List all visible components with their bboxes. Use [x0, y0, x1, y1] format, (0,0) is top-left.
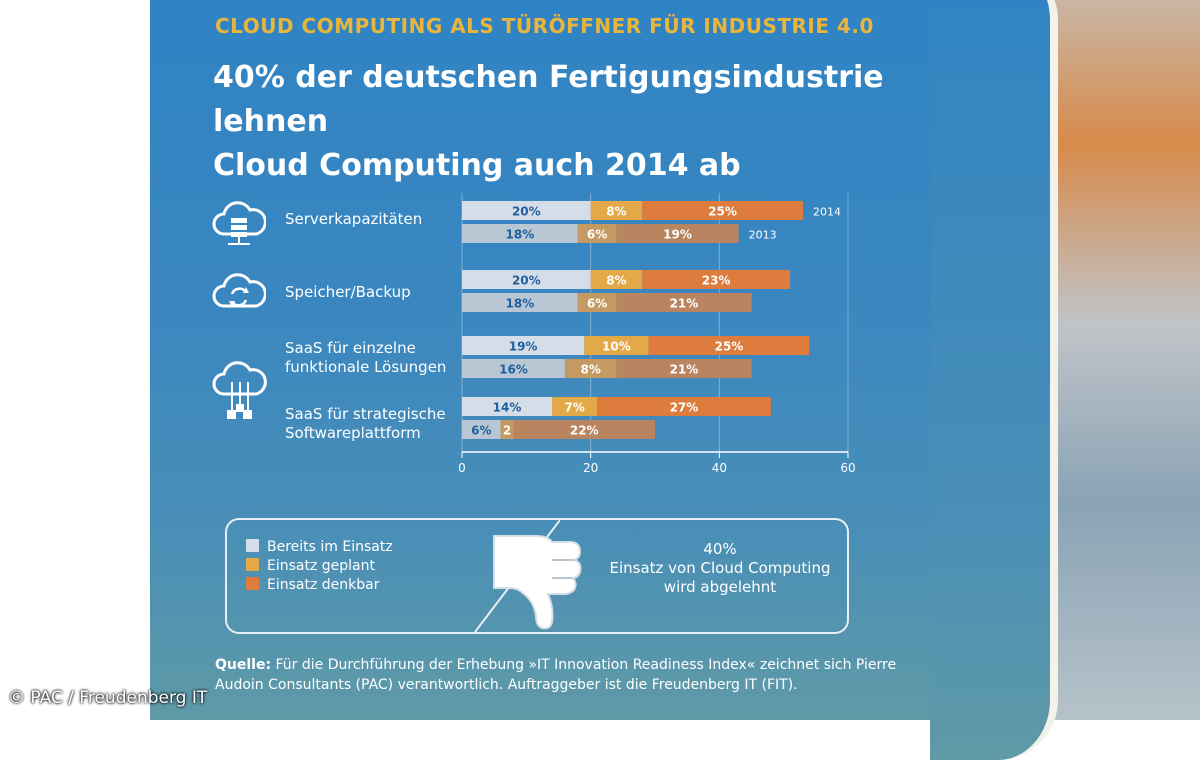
bar-label-3-2013-0: 6% — [471, 424, 491, 438]
bar-2-2013-1 — [564, 359, 617, 378]
bar-2-2014-1 — [584, 336, 649, 355]
bar-label-1-2014-0: 20% — [512, 274, 541, 288]
bar-1-2013-2 — [616, 293, 752, 312]
rejection-line2: wird abgelehnt — [663, 578, 777, 596]
server-cloud-icon — [212, 201, 266, 245]
row-label-saas-einzelne: SaaS für einzelne funktionale Lösungen — [285, 339, 446, 377]
bar-3-2014-0 — [462, 397, 553, 416]
bar-label-0-2014-1: 8% — [606, 205, 626, 219]
headline-line-1: 40% der deutschen Fertigungsindustrie le… — [213, 60, 884, 139]
bar-1-2013-0 — [462, 293, 578, 312]
bar-2-2013-0 — [462, 359, 565, 378]
tick-label-0: 0 — [458, 461, 466, 475]
bar-label-2-2013-2: 21% — [670, 363, 699, 377]
saas-network-icon — [212, 361, 267, 419]
bar-label-2-2014-1: 10% — [602, 340, 631, 354]
bar-1-2014-0 — [462, 270, 591, 289]
copyright: © PAC / Freudenberg IT — [8, 688, 208, 708]
bar-label-3-2014-2: 27% — [670, 401, 699, 415]
bar-label-0-2014-0: 20% — [512, 205, 541, 219]
bar-3-2014-1 — [552, 397, 598, 416]
headline-line-2: Cloud Computing auch 2014 ab — [213, 148, 741, 183]
legend-swatch-bereits — [246, 539, 259, 552]
bar-label-0-2013-1: 6% — [587, 228, 607, 242]
bar-label-1-2014-2: 23% — [702, 274, 731, 288]
legend-box — [225, 518, 849, 634]
bar-3-2013-0 — [462, 420, 501, 439]
row-label-speicher-backup: Speicher/Backup — [285, 283, 411, 301]
bar-label-3-2014-0: 14% — [493, 401, 522, 415]
legend-item-geplant: Einsatz geplant — [246, 558, 375, 574]
bar-label-2-2013-0: 16% — [499, 363, 528, 377]
year-label-2014: 2014 — [813, 206, 841, 219]
legend-swatch-denkbar — [246, 577, 259, 590]
thumbs-down-icon — [493, 535, 582, 630]
page-title: 40% der deutschen Fertigungsindustrie le… — [213, 56, 913, 188]
bar-label-0-2013-2: 19% — [663, 228, 692, 242]
bar-label-1-2013-1: 6% — [587, 297, 607, 311]
legend-swatch-geplant — [246, 558, 259, 571]
tagline: CLOUD COMPUTING ALS TÜRÖFFNER FÜR INDUST… — [215, 14, 874, 38]
bar-label-1-2013-2: 21% — [670, 297, 699, 311]
bar-1-2013-1 — [577, 293, 617, 312]
bar-2-2013-2 — [616, 359, 752, 378]
row-label-saas-einzelne-line1: SaaS für einzelne — [285, 339, 416, 357]
bar-label-3-2013-1: 2 — [503, 424, 511, 438]
bar-0-2014-1 — [590, 201, 643, 220]
left-margin — [0, 0, 150, 720]
rejection-note: 40% Einsatz von Cloud Computing wird abg… — [595, 540, 845, 597]
bar-label-1-2013-0: 18% — [506, 297, 535, 311]
bar-label-0-2014-2: 25% — [708, 205, 737, 219]
tick-label-60: 60 — [840, 461, 855, 475]
source-text: Für die Durchführung der Erhebung »IT In… — [215, 657, 897, 693]
bar-label-2-2014-0: 19% — [509, 340, 538, 354]
bar-label-0-2013-0: 18% — [506, 228, 535, 242]
bar-0-2013-1 — [577, 224, 617, 243]
backup-cloud-icon — [212, 273, 266, 308]
bar-label-2-2013-1: 8% — [580, 363, 600, 377]
legend-item-denkbar: Einsatz denkbar — [246, 577, 379, 593]
legend-label-bereits: Bereits im Einsatz — [267, 539, 393, 555]
bar-label-2-2014-2: 25% — [715, 340, 744, 354]
rejection-value: 40% — [703, 540, 737, 558]
legend-label-denkbar: Einsatz denkbar — [267, 577, 380, 593]
bar-0-2014-2 — [642, 201, 803, 220]
source-note: Quelle: Für die Durchführung der Erhebun… — [215, 655, 935, 695]
row-label-saas-strategisch: SaaS für strategische Softwareplattform — [285, 405, 446, 443]
stacked-bar-chart: 0 20 40 60 20% 8% 25% 2014 18% 6% 19% 2013 20% 8% 23% 1… — [458, 201, 855, 475]
panel-curve — [930, 0, 1058, 760]
year-label-2013: 2013 — [749, 229, 777, 242]
bar-2-2014-0 — [462, 336, 585, 355]
row-label-saas-strategisch-line1: SaaS für strategische — [285, 405, 446, 423]
bar-label-1-2014-1: 8% — [606, 274, 626, 288]
bar-0-2014-0 — [462, 201, 591, 220]
bar-1-2014-2 — [642, 270, 791, 289]
row-label-serverkapazitaeten: Serverkapazitäten — [285, 210, 423, 228]
bar-label-3-2014-1: 7% — [564, 401, 584, 415]
row-label-saas-einzelne-line2: funktionale Lösungen — [285, 358, 447, 376]
bar-3-2013-1 — [500, 420, 514, 439]
legend-label-geplant: Einsatz geplant — [267, 558, 375, 574]
row-label-saas-strategisch-line2: Softwareplattform — [285, 424, 421, 442]
bar-2-2014-2 — [648, 336, 810, 355]
bar-0-2013-0 — [462, 224, 578, 243]
bar-0-2013-2 — [616, 224, 739, 243]
bar-label-3-2013-2: 22% — [570, 424, 599, 438]
tick-label-40: 40 — [712, 461, 727, 475]
source-label: Quelle: — [215, 657, 272, 673]
bar-3-2014-2 — [597, 397, 771, 416]
bar-1-2014-1 — [590, 270, 643, 289]
legend-item-bereits: Bereits im Einsatz — [246, 539, 393, 555]
bar-3-2013-2 — [513, 420, 655, 439]
rejection-line1: Einsatz von Cloud Computing — [609, 559, 831, 577]
tick-label-20: 20 — [583, 461, 598, 475]
